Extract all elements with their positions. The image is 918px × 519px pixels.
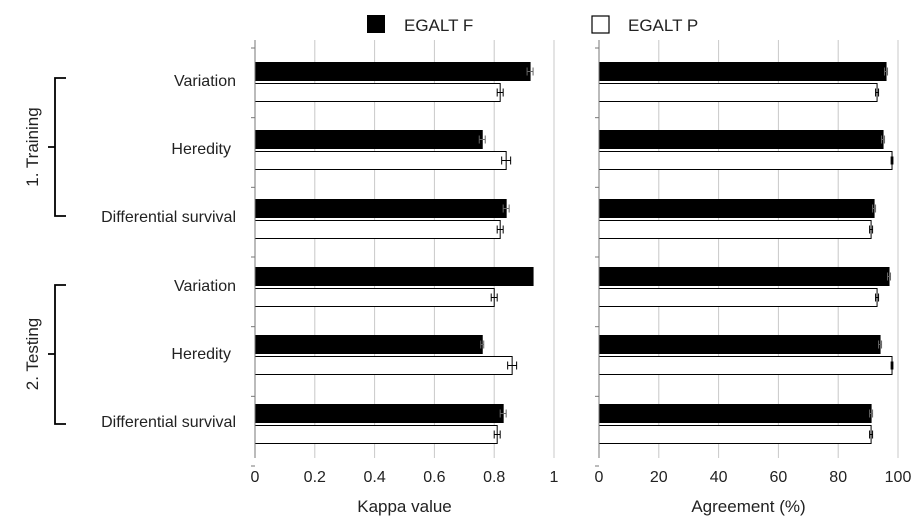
bar-egalt-f <box>598 404 872 423</box>
error-bar <box>875 88 880 97</box>
group-label-testing: 2. Testing <box>23 318 42 390</box>
error-bar <box>887 272 892 281</box>
x-tick-label: 20 <box>650 469 668 486</box>
bar-egalt-f <box>598 199 875 218</box>
x-tick-label: 0.8 <box>483 469 505 486</box>
category-label: Variation <box>174 278 236 295</box>
group-bracket-testing <box>48 284 66 425</box>
legend-swatch-egalt-p <box>591 15 610 34</box>
bar-egalt-f <box>254 199 507 218</box>
bar-egalt-p <box>254 425 498 444</box>
x-tick-label: 0 <box>595 469 604 486</box>
error-bar <box>875 293 880 302</box>
category-label: Differential survival <box>101 209 236 226</box>
error-bar <box>480 340 485 349</box>
bar-egalt-p <box>254 83 501 102</box>
error-bar <box>502 204 510 213</box>
x-tick-label: 0.2 <box>304 469 326 486</box>
error-bar <box>499 409 507 418</box>
bar-egalt-f <box>598 335 881 354</box>
bar-egalt-f <box>254 130 483 149</box>
bar-egalt-f <box>254 404 504 423</box>
bar-egalt-p <box>598 288 878 307</box>
x-tick-label: 0 <box>251 469 260 486</box>
error-bar <box>884 67 889 76</box>
error-bar <box>881 135 886 144</box>
category-label: Heredity <box>171 346 231 363</box>
bar-egalt-p <box>254 151 507 170</box>
error-bar <box>496 88 504 97</box>
legend: EGALT F EGALT P <box>367 15 698 35</box>
bar-egalt-f <box>254 335 483 354</box>
error-bar <box>507 361 518 370</box>
error-bar <box>869 409 874 418</box>
bar-egalt-p <box>598 83 878 102</box>
legend-label-egalt-f: EGALT F <box>404 16 473 35</box>
kappa-panel: 0 0.2 0.4 0.6 0.8 1 Kappa value <box>251 40 559 516</box>
bar-egalt-f <box>598 62 887 81</box>
error-bar <box>526 67 534 76</box>
bar-egalt-p <box>598 151 893 170</box>
bar-egalt-p <box>598 425 872 444</box>
x-tick-label: 80 <box>829 469 847 486</box>
legend-label-egalt-p: EGALT P <box>628 16 698 35</box>
error-bar <box>890 156 894 165</box>
error-bar <box>890 361 894 370</box>
group-bracket-training <box>48 77 66 217</box>
bar-egalt-f <box>254 267 534 286</box>
bar-egalt-p <box>598 356 893 375</box>
bar-egalt-f <box>598 267 890 286</box>
x-axis-label-agreement: Agreement (%) <box>691 497 805 516</box>
error-bar <box>501 156 512 165</box>
error-bar <box>496 225 504 234</box>
x-tick-label: 0.6 <box>423 469 445 486</box>
bar-egalt-p <box>254 356 513 375</box>
error-bar <box>872 204 877 213</box>
x-tick-label: 40 <box>710 469 728 486</box>
group-label-training: 1. Training <box>23 107 42 186</box>
legend-swatch-egalt-f <box>367 15 385 33</box>
bar-egalt-p <box>598 220 872 239</box>
group-brackets <box>48 77 66 425</box>
error-bar <box>869 430 874 439</box>
error-bar <box>490 293 498 302</box>
x-axis-label-kappa: Kappa value <box>357 497 452 516</box>
bar-egalt-p <box>254 220 501 239</box>
category-labels: Variation Heredity Differential survival… <box>101 73 236 431</box>
x-tick-label: 1 <box>550 469 559 486</box>
x-tick-label: 0.4 <box>363 469 385 486</box>
error-bar <box>478 135 486 144</box>
agreement-panel: 0 20 40 60 80 100 Agreement (%) <box>595 40 912 516</box>
error-bar <box>869 225 874 234</box>
bar-egalt-f <box>598 130 884 149</box>
error-bar <box>878 340 883 349</box>
x-tick-label: 60 <box>770 469 788 486</box>
category-label: Differential survival <box>101 414 236 431</box>
error-bar <box>493 430 501 439</box>
category-label: Heredity <box>171 141 231 158</box>
bar-egalt-f <box>254 62 531 81</box>
bar-egalt-p <box>254 288 495 307</box>
x-tick-label: 100 <box>885 469 912 486</box>
category-label: Variation <box>174 73 236 90</box>
